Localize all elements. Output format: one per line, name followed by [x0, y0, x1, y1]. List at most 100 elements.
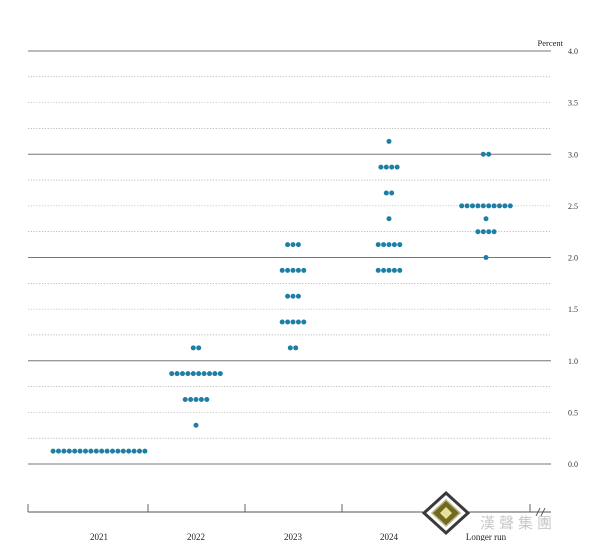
participant-dot	[61, 448, 67, 454]
participant-dot	[93, 448, 99, 454]
y-tick-label: 2.5	[568, 202, 578, 211]
participant-dot	[480, 203, 486, 209]
participant-dot	[50, 448, 56, 454]
participant-dot	[285, 267, 291, 273]
participant-dot	[279, 319, 285, 325]
participant-dot	[397, 267, 403, 273]
axis-break-mark	[540, 507, 546, 517]
participant-dot	[394, 164, 400, 170]
participant-dot	[201, 371, 207, 377]
participant-dot	[391, 267, 397, 273]
participant-dot	[142, 448, 148, 454]
participant-dot	[285, 293, 291, 299]
participant-dot	[301, 267, 307, 273]
participant-dot	[285, 242, 291, 248]
participant-dot	[486, 151, 492, 157]
participant-dot	[120, 448, 126, 454]
participant-dot	[182, 396, 188, 402]
participant-dot	[56, 448, 61, 454]
x-axis: 2021 2022 2023 2024 Longer run	[27, 504, 551, 541]
participant-dot	[397, 242, 403, 248]
participant-dot	[295, 293, 301, 299]
watermark-logo	[421, 490, 471, 536]
participant-dot	[483, 216, 489, 222]
participant-dot	[383, 164, 389, 170]
axis-break-mark	[535, 507, 541, 517]
participant-dot	[497, 203, 502, 209]
participant-dot	[381, 267, 387, 273]
participant-dot	[131, 448, 137, 454]
participant-dot	[290, 242, 296, 248]
y-tick-label: 1.5	[568, 305, 578, 314]
participant-dot	[137, 448, 142, 454]
x-category-label: 2022	[187, 532, 205, 541]
participant-dot	[375, 267, 381, 273]
participant-dot	[375, 242, 381, 248]
participant-dot	[115, 448, 121, 454]
participant-dot	[295, 267, 301, 273]
x-category-label: Longer run	[466, 532, 507, 541]
x-category-label: 2021	[90, 532, 108, 541]
participant-dot	[169, 371, 175, 377]
participant-dot	[290, 293, 296, 299]
participant-dot	[486, 203, 492, 209]
participant-dot	[193, 422, 199, 428]
grid-lines	[28, 50, 551, 465]
participant-dot	[126, 448, 132, 454]
x-category-label: 2024	[380, 532, 399, 541]
x-category-label: 2023	[284, 532, 303, 541]
participant-dot	[470, 203, 475, 209]
participant-dot	[290, 267, 296, 273]
participant-dot	[464, 203, 470, 209]
watermark-text: 漢聲集團	[480, 514, 556, 532]
participant-dot	[99, 448, 105, 454]
participant-dot	[174, 371, 180, 377]
participant-dot	[386, 242, 392, 248]
participant-dot	[77, 448, 83, 454]
participant-dot	[285, 319, 291, 325]
participant-dot	[279, 267, 285, 273]
participant-dot	[386, 267, 392, 273]
participant-dot	[287, 345, 293, 351]
participant-dot	[190, 371, 196, 377]
participant-dot	[72, 448, 78, 454]
participant-dot	[475, 203, 481, 209]
participant-dot	[301, 319, 307, 325]
participant-dot	[507, 203, 513, 209]
participant-dot	[386, 138, 392, 144]
y-tick-label: 3.0	[568, 150, 578, 159]
participant-dot	[389, 190, 395, 196]
participant-dot	[295, 319, 301, 325]
y-axis-unit-label: Percent	[538, 38, 564, 48]
y-tick-label: 0.0	[568, 460, 578, 469]
y-tick-label: 2.0	[568, 254, 578, 263]
participant-dot	[491, 203, 497, 209]
participant-dots	[50, 138, 513, 454]
participant-dot	[185, 371, 191, 377]
participant-dot	[88, 448, 94, 454]
participant-dot	[383, 190, 389, 196]
participant-dot	[386, 216, 392, 222]
participant-dot	[188, 396, 194, 402]
participant-dot	[480, 151, 486, 157]
participant-dot	[391, 242, 397, 248]
participant-dot	[104, 448, 110, 454]
participant-dot	[389, 164, 395, 170]
participant-dot	[459, 203, 465, 209]
participant-dot	[293, 345, 299, 351]
participant-dot	[190, 345, 196, 351]
y-tick-label: 0.5	[568, 408, 578, 417]
participant-dot	[475, 229, 481, 235]
participant-dot	[378, 164, 384, 170]
participant-dot	[66, 448, 72, 454]
participant-dot	[290, 319, 296, 325]
y-tick-label: 4.0	[568, 47, 578, 56]
participant-dot	[196, 371, 202, 377]
participant-dot	[180, 371, 185, 377]
participant-dot	[480, 229, 486, 235]
participant-dot	[491, 229, 497, 235]
participant-dot	[207, 371, 212, 377]
participant-dot	[381, 242, 387, 248]
participant-dot	[502, 203, 508, 209]
